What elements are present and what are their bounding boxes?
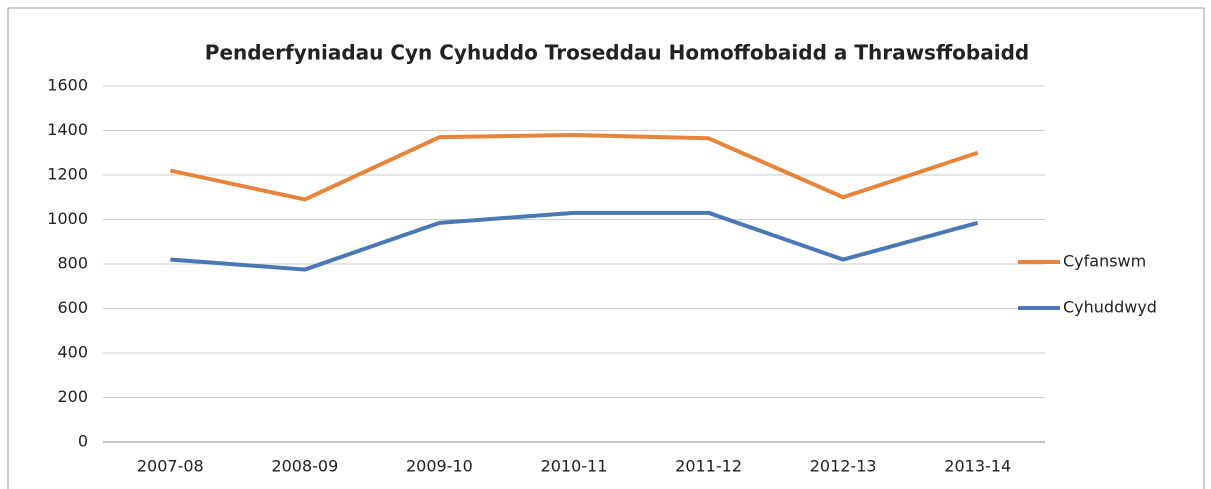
y-tick-label: 400 (57, 343, 88, 362)
x-tick-label: 2009-10 (406, 457, 473, 476)
legend-label: Cyhuddwyd (1063, 298, 1157, 317)
y-tick-label: 1400 (47, 120, 88, 139)
x-tick-label: 2011-12 (675, 457, 742, 476)
y-tick-label: 800 (57, 254, 88, 273)
x-tick-label: 2010-11 (541, 457, 608, 476)
y-tick-label: 1000 (47, 209, 88, 228)
y-tick-label: 1600 (47, 76, 88, 95)
chart-frame (7, 7, 1205, 489)
y-tick-label: 0 (78, 432, 88, 451)
legend-label: Cyfanswm (1063, 252, 1146, 271)
series-line (169, 132, 979, 202)
x-tick-label: 2007-08 (137, 457, 204, 476)
series-line (170, 210, 979, 272)
y-tick-label: 1200 (47, 165, 88, 184)
x-tick-label: 2012-13 (810, 457, 877, 476)
x-tick-label: 2013-14 (944, 457, 1011, 476)
y-tick-label: 200 (57, 387, 88, 406)
y-tick-label: 600 (57, 298, 88, 317)
chart-title: Penderfyniadau Cyn Cyhuddo Troseddau Hom… (205, 41, 1029, 65)
x-tick-label: 2008-09 (271, 457, 338, 476)
